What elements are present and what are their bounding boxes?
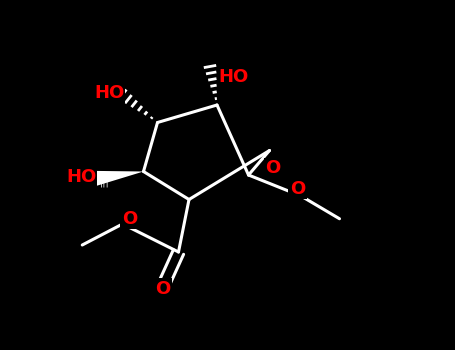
Text: O: O — [155, 280, 170, 298]
Text: O: O — [290, 180, 305, 198]
Text: HO: HO — [219, 68, 249, 86]
Polygon shape — [93, 171, 143, 186]
Text: O: O — [122, 210, 137, 228]
Text: |||: ||| — [100, 177, 110, 187]
Text: HO: HO — [94, 84, 124, 102]
Text: HO: HO — [66, 168, 96, 186]
Text: O: O — [265, 159, 281, 177]
